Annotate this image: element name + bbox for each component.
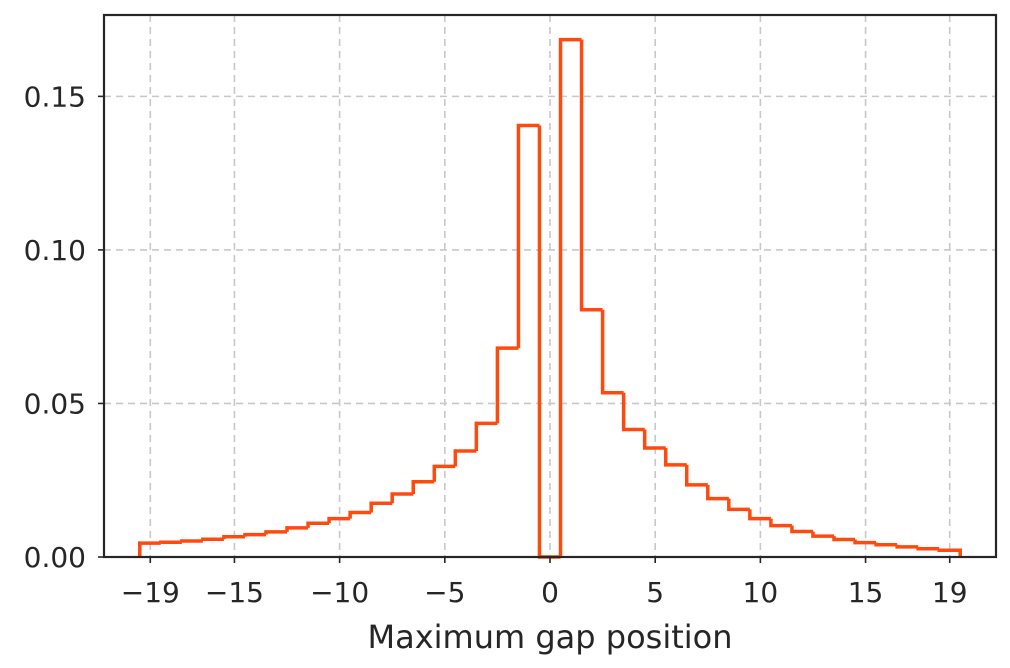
histogram-bin <box>642 429 666 450</box>
x-axis-title: Maximum gap position <box>368 618 733 656</box>
x-tick-label: 19 <box>932 576 968 609</box>
histogram-bin <box>769 518 792 528</box>
histogram-bin <box>285 526 309 532</box>
histogram-bin <box>600 309 624 395</box>
histogram-bin <box>411 480 435 495</box>
x-tick-label: 15 <box>848 576 884 609</box>
x-tick-label: −19 <box>121 576 180 609</box>
histogram-bin <box>874 542 898 547</box>
histogram-bin <box>453 449 477 467</box>
histogram-series <box>138 37 962 559</box>
histogram-bin <box>621 392 645 432</box>
histogram-bin <box>558 37 582 557</box>
histogram-bin <box>327 516 351 524</box>
histogram-bin <box>832 536 856 542</box>
histogram-bin <box>138 541 161 557</box>
x-tick-label: −15 <box>205 576 264 609</box>
histogram-bin <box>348 510 372 519</box>
histogram-bin <box>369 501 393 513</box>
histogram-bin <box>937 548 962 557</box>
histogram-bin <box>684 464 708 487</box>
histogram-bin <box>180 539 203 543</box>
histogram-bin <box>811 531 835 538</box>
grid-lines <box>104 15 996 557</box>
histogram-bin <box>495 346 519 424</box>
x-tick-label: 10 <box>743 576 779 609</box>
histogram-bin <box>748 509 771 521</box>
histogram-bin <box>853 539 877 545</box>
histogram-bin <box>474 421 498 452</box>
histogram-bin <box>663 447 687 467</box>
x-tick-label: 5 <box>646 576 664 609</box>
y-tick-label: 0.05 <box>24 387 86 420</box>
histogram-bin <box>727 498 750 512</box>
x-tick-label: −10 <box>310 576 369 609</box>
histogram-bin <box>222 534 245 540</box>
histogram-bin <box>159 540 182 545</box>
y-tick-label: 0.10 <box>24 234 86 267</box>
histogram-bin <box>790 525 813 534</box>
histogram-bin <box>243 532 266 537</box>
x-tick-label: 0 <box>541 576 559 609</box>
histogram-bin <box>579 39 603 312</box>
y-tick-label: 0.00 <box>24 541 86 574</box>
histogram-bin <box>390 492 414 504</box>
x-tick-label: −5 <box>424 576 465 609</box>
histogram-bin <box>916 546 940 551</box>
histogram-bin <box>895 544 919 549</box>
histogram-bin <box>201 537 224 542</box>
y-tick-label: 0.15 <box>24 80 86 113</box>
histogram-bin <box>516 123 540 349</box>
axis-ticks: −19 −15 −10 −5 0 5 10 15 19 0.00 0.05 0.10 0.15 <box>24 80 968 609</box>
histogram-bin <box>432 464 456 482</box>
histogram-bin <box>306 521 330 528</box>
histogram-bin <box>706 484 729 501</box>
histogram-bin <box>264 530 288 535</box>
